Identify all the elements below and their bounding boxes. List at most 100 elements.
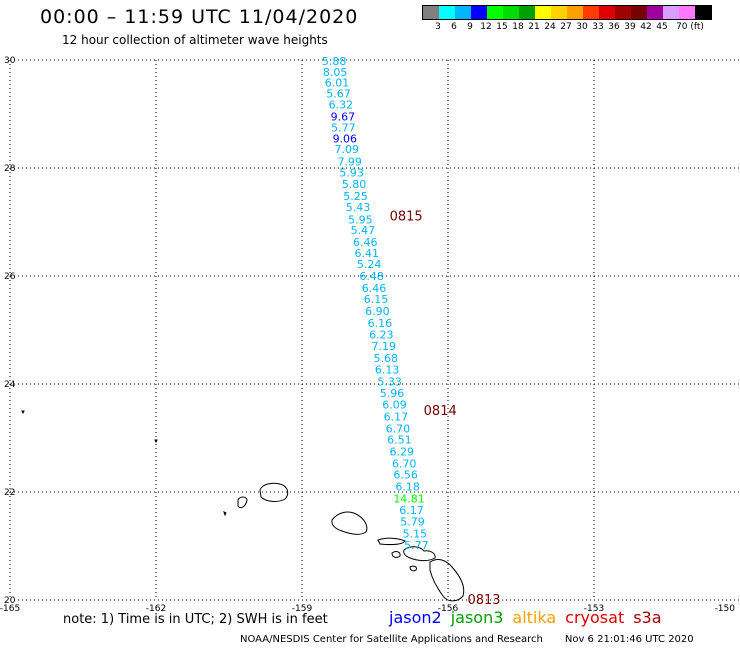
lanai-island	[391, 551, 401, 558]
x-tick-label: -150	[715, 604, 736, 614]
legend-label: 18	[512, 22, 524, 32]
x-tick-label: -159	[292, 604, 313, 614]
swh-value: 5.15	[403, 528, 428, 541]
y-tick-label: 30	[4, 56, 16, 66]
legend-swatch	[631, 6, 647, 19]
swh-value: 5.79	[400, 516, 425, 529]
maui-island	[403, 546, 436, 562]
legend-label: 33	[592, 22, 604, 32]
legend-label: 6	[451, 22, 457, 32]
legend-label: 12	[480, 22, 492, 32]
swh-value: 7.99	[337, 156, 362, 169]
legend-swatch	[535, 6, 551, 19]
y-tick-label: 24	[4, 380, 16, 390]
swh-value: 6.70	[386, 422, 411, 435]
legend-swatch	[599, 6, 615, 19]
nihoa-island	[154, 439, 158, 444]
map-subtitle: 12 hour collection of altimeter wave hei…	[62, 33, 328, 47]
swh-value: 5.96	[380, 387, 405, 400]
swh-value: 6.15	[364, 293, 389, 306]
swh-value: 5.77	[404, 539, 429, 552]
legend-label: 42	[640, 22, 652, 32]
molokai-island	[377, 537, 406, 546]
swh-value: 5.67	[326, 87, 351, 100]
pass-time-label: 0815	[390, 210, 423, 225]
sat-jason2: jason2	[389, 608, 442, 627]
swh-value: 6.32	[329, 98, 354, 111]
swh-value: 5.93	[339, 166, 364, 179]
swh-value: 14.81	[393, 492, 425, 505]
legend-color-scale	[422, 5, 712, 20]
swh-value: 7.19	[372, 340, 397, 353]
swh-value: 5.47	[351, 224, 376, 237]
oahu-island	[331, 511, 368, 535]
wave-height-legend: 3 6 9 12 15 18 21 24 27 30 33 36 39 42 45 70 (ft)	[422, 5, 712, 34]
swh-value: 6.46	[362, 282, 387, 295]
x-tick-label: -165	[0, 604, 20, 614]
pass-time-label: 0814	[424, 404, 457, 419]
swh-value: 5.43	[346, 201, 371, 214]
sat-s3a: s3a	[633, 608, 662, 627]
legend-label: 30	[576, 22, 588, 32]
credit-text: NOAA/NESDIS Center for Satellite Applica…	[240, 634, 543, 645]
legend-swatch	[487, 6, 503, 19]
pass-time-labels: 0815 0814 0813	[390, 210, 501, 608]
footer-credit: NOAA/NESDIS Center for Satellite Applica…	[240, 634, 694, 645]
legend-swatch	[615, 6, 631, 19]
hawaii-island	[429, 559, 465, 602]
swh-value: 9.67	[331, 111, 356, 124]
legend-label: 9	[467, 22, 473, 32]
legend-swatch	[503, 6, 519, 19]
swh-value: 6.70	[392, 457, 417, 470]
legend-swatch	[455, 6, 471, 19]
swh-value: 5.25	[343, 190, 368, 203]
legend-label: 24	[544, 22, 556, 32]
swh-value: 6.09	[382, 399, 407, 412]
french-frigate-shoals	[21, 410, 25, 415]
swh-value: 5.80	[342, 178, 367, 191]
legend-label: 39	[624, 22, 636, 32]
swh-value: 6.16	[368, 317, 393, 330]
swh-value: 6.18	[395, 481, 420, 494]
swh-value: 6.29	[390, 446, 415, 459]
swh-value: 5.68	[373, 352, 398, 365]
footer-note: note: 1) Time is in UTC; 2) SWH is in fe…	[63, 612, 328, 627]
kahoolawe-island	[409, 565, 417, 572]
sat-cryosat: cryosat	[565, 608, 625, 627]
legend-label: 21	[528, 22, 540, 32]
legend-swatch	[439, 6, 455, 19]
legend-swatch	[551, 6, 567, 19]
swh-value: 5.88	[322, 55, 347, 68]
satellite-legend: jason2 jason3 altika cryosat s3a	[389, 608, 671, 627]
swh-value: 6.17	[399, 504, 424, 517]
legend-swatch	[679, 6, 695, 19]
legend-swatch	[471, 6, 487, 19]
pass-time-label: 0813	[467, 593, 500, 608]
legend-label: 27	[560, 22, 572, 32]
swh-value: 6.90	[365, 305, 390, 318]
legend-swatch	[647, 6, 663, 19]
swh-value: 6.48	[359, 270, 384, 283]
swh-value: 6.23	[369, 328, 394, 341]
swh-value: 6.46	[353, 236, 378, 249]
legend-swatch	[583, 6, 599, 19]
generated-timestamp: Nov 6 21:01:46 UTC 2020	[564, 634, 694, 645]
niihau-island	[237, 496, 248, 509]
lehua-islet	[223, 511, 227, 517]
swh-observations: 5.888.056.015.676.329.675.779.067.097.99…	[322, 55, 429, 552]
y-tick-label: 26	[4, 272, 16, 282]
swh-value: 5.24	[357, 258, 382, 271]
swh-value: 7.09	[335, 143, 360, 156]
swh-value: 9.06	[333, 132, 358, 145]
lat-lon-grid	[9, 59, 740, 601]
x-tick-label: -156	[438, 604, 459, 614]
y-tick-label: 22	[4, 488, 15, 498]
legend-swatch	[567, 6, 583, 19]
swh-value: 5.77	[331, 122, 356, 135]
sat-jason3: jason3	[450, 608, 504, 627]
map-title: 00:00 – 11:59 UTC 11/04/2020	[40, 6, 359, 28]
swh-value: 6.01	[325, 77, 350, 90]
swh-value: 6.56	[393, 469, 418, 482]
y-tick-label: 28	[4, 164, 16, 174]
